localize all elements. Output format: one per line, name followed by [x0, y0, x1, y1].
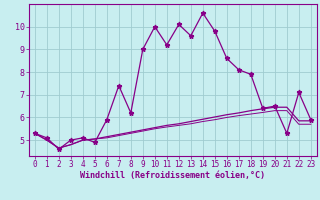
X-axis label: Windchill (Refroidissement éolien,°C): Windchill (Refroidissement éolien,°C): [80, 171, 265, 180]
